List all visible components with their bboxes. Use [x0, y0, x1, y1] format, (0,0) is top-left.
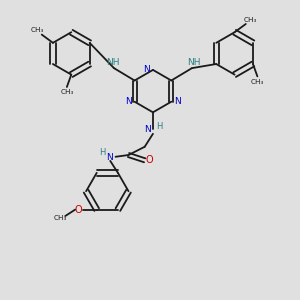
- Text: CH₃: CH₃: [54, 215, 67, 221]
- Text: O: O: [74, 205, 82, 214]
- Text: NH: NH: [187, 58, 200, 67]
- Text: CH₃: CH₃: [31, 28, 44, 34]
- Text: N: N: [143, 65, 150, 74]
- Text: NH: NH: [106, 58, 119, 67]
- Text: N: N: [174, 97, 181, 106]
- Text: CH₃: CH₃: [243, 17, 256, 23]
- Text: CH₃: CH₃: [251, 79, 264, 85]
- Text: O: O: [145, 155, 153, 165]
- Text: N: N: [106, 153, 112, 162]
- Text: N: N: [144, 125, 151, 134]
- Text: N: N: [125, 97, 131, 106]
- Text: CH₃: CH₃: [60, 89, 74, 95]
- Text: H: H: [99, 148, 105, 157]
- Text: H: H: [156, 122, 163, 130]
